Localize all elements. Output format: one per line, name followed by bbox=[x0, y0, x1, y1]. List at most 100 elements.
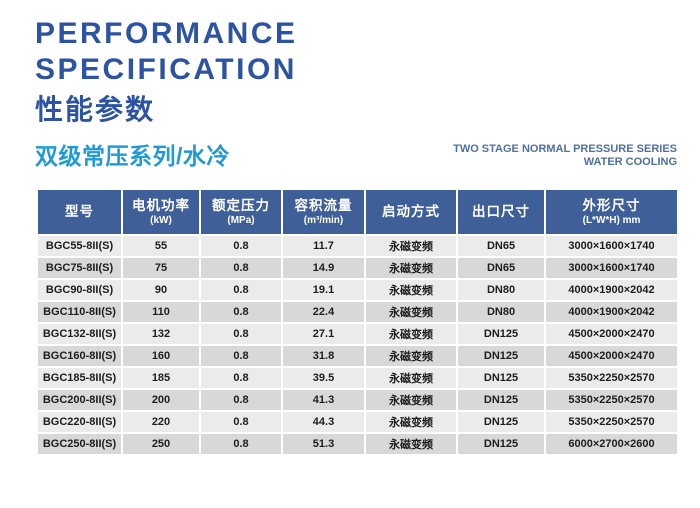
table-row: BGC90-8II(S) 90 0.8 19.1 永磁变频 DN80 4000×1900×2… bbox=[38, 279, 677, 302]
value-cell: 44.3 bbox=[282, 411, 366, 434]
model-cell: BGC220-8II(S) bbox=[38, 411, 123, 434]
page-title-zh: 性能参数 bbox=[35, 94, 156, 125]
spec-table-header-cell: 容积流量 (m³/min) bbox=[282, 190, 366, 236]
series-title-row: 双级常压系列/水冷 TWO STAGE NORMAL PRESSURE SERI… bbox=[35, 140, 677, 172]
value-cell: 永磁变频 bbox=[365, 433, 458, 456]
page-title-en-line1: PERFORMANCE bbox=[35, 17, 298, 50]
series-title-zh: 双级常压系列/水冷 bbox=[35, 143, 230, 169]
value-cell: 160 bbox=[122, 345, 201, 368]
header-label: 出口尺寸 bbox=[472, 204, 530, 219]
header-label: 外形尺寸 bbox=[582, 198, 641, 213]
spec-table-header: 型号 电机功率 (kW) 额定压力 (MPa) 容积流量 (m³/min) 启动方式 出口尺寸外… bbox=[38, 190, 677, 236]
value-cell: 3000×1600×1740 bbox=[545, 257, 677, 280]
value-cell: 永磁变频 bbox=[365, 301, 458, 324]
table-row: BGC75-8II(S) 75 0.8 14.9 永磁变频 DN65 3000×1600×1… bbox=[38, 257, 677, 280]
value-cell: DN125 bbox=[457, 433, 546, 456]
value-cell: 0.8 bbox=[200, 433, 283, 456]
spec-table-header-cell: 额定压力 (MPa) bbox=[200, 190, 283, 236]
spec-table: 型号 电机功率 (kW) 额定压力 (MPa) 容积流量 (m³/min) 启动方式 出口尺寸外… bbox=[38, 190, 677, 456]
value-cell: 22.4 bbox=[282, 301, 366, 324]
header-unit-label: (MPa) bbox=[227, 215, 255, 226]
value-cell: DN125 bbox=[457, 323, 546, 346]
header-label: 容积流量 bbox=[294, 198, 353, 213]
page-title-en: PERFORMANCE SPECIFICATION bbox=[35, 16, 298, 88]
value-cell: DN80 bbox=[457, 301, 546, 324]
value-cell: 0.8 bbox=[200, 257, 283, 280]
value-cell: 14.9 bbox=[282, 257, 366, 280]
model-cell: BGC250-8II(S) bbox=[38, 433, 123, 456]
model-cell: BGC185-8II(S) bbox=[38, 367, 123, 390]
value-cell: 41.3 bbox=[282, 389, 366, 412]
value-cell: 4000×1900×2042 bbox=[545, 301, 677, 324]
series-title-en-line2: WATER COOLING bbox=[583, 156, 677, 168]
value-cell: 3000×1600×1740 bbox=[545, 235, 677, 258]
table-row: BGC55-8II(S) 55 0.8 11.7 永磁变频 DN65 3000×1600×1… bbox=[38, 235, 677, 258]
value-cell: DN65 bbox=[457, 257, 546, 280]
table-row: BGC220-8II(S) 220 0.8 44.3 永磁变频 DN125 5350×225… bbox=[38, 411, 677, 434]
value-cell: 0.8 bbox=[200, 411, 283, 434]
value-cell: 永磁变频 bbox=[365, 411, 458, 434]
value-cell: 0.8 bbox=[200, 301, 283, 324]
model-cell: BGC200-8II(S) bbox=[38, 389, 123, 412]
value-cell: 55 bbox=[122, 235, 201, 258]
value-cell: 185 bbox=[122, 367, 201, 390]
spec-table-header-cell: 出口尺寸 bbox=[457, 190, 546, 236]
value-cell: 200 bbox=[122, 389, 201, 412]
table-row: BGC185-8II(S) 185 0.8 39.5 永磁变频 DN125 5350×225… bbox=[38, 367, 677, 390]
value-cell: DN125 bbox=[457, 345, 546, 368]
value-cell: 39.5 bbox=[282, 367, 366, 390]
value-cell: 0.8 bbox=[200, 367, 283, 390]
series-title-en-line1: TWO STAGE NORMAL PRESSURE SERIES bbox=[453, 143, 677, 155]
series-title-en: TWO STAGE NORMAL PRESSURE SERIES WATER C… bbox=[453, 143, 677, 172]
value-cell: 75 bbox=[122, 257, 201, 280]
value-cell: 永磁变频 bbox=[365, 279, 458, 302]
value-cell: 51.3 bbox=[282, 433, 366, 456]
value-cell: 永磁变频 bbox=[365, 235, 458, 258]
value-cell: 0.8 bbox=[200, 323, 283, 346]
value-cell: DN125 bbox=[457, 411, 546, 434]
model-cell: BGC75-8II(S) bbox=[38, 257, 123, 280]
spec-table-header-cell: 外形尺寸 (L*W*H) mm bbox=[545, 190, 677, 236]
value-cell: DN125 bbox=[457, 367, 546, 390]
header-label: 电机功率 bbox=[132, 198, 190, 213]
value-cell: DN80 bbox=[457, 279, 546, 302]
value-cell: 永磁变频 bbox=[365, 323, 458, 346]
header-unit-label: (m³/min) bbox=[303, 215, 344, 226]
table-row: BGC110-8II(S) 110 0.8 22.4 永磁变频 DN80 4000×1900… bbox=[38, 301, 677, 324]
table-row: BGC250-8II(S) 250 0.8 51.3 永磁变频 DN125 6000×270… bbox=[38, 433, 677, 456]
model-cell: BGC160-8II(S) bbox=[38, 345, 123, 368]
header-unit-label: (L*W*H) mm bbox=[582, 215, 641, 226]
value-cell: 0.8 bbox=[200, 279, 283, 302]
value-cell: DN65 bbox=[457, 235, 546, 258]
value-cell: 220 bbox=[122, 411, 201, 434]
spec-table-header-cell: 启动方式 bbox=[365, 190, 458, 236]
header-label: 型号 bbox=[65, 204, 94, 219]
value-cell: 4500×2000×2470 bbox=[545, 345, 677, 368]
value-cell: 27.1 bbox=[282, 323, 366, 346]
model-cell: BGC110-8II(S) bbox=[38, 301, 123, 324]
value-cell: 永磁变频 bbox=[365, 345, 458, 368]
value-cell: 0.8 bbox=[200, 345, 283, 368]
value-cell: 6000×2700×2600 bbox=[545, 433, 677, 456]
model-cell: BGC90-8II(S) bbox=[38, 279, 123, 302]
value-cell: 4000×1900×2042 bbox=[545, 279, 677, 302]
table-row: BGC160-8II(S) 160 0.8 31.8 永磁变频 DN125 4500×200… bbox=[38, 345, 677, 368]
value-cell: 5350×2250×2570 bbox=[545, 411, 677, 434]
model-cell: BGC132-8II(S) bbox=[38, 323, 123, 346]
value-cell: 31.8 bbox=[282, 345, 366, 368]
header-unit-label: (kW) bbox=[150, 215, 172, 226]
value-cell: 永磁变频 bbox=[365, 257, 458, 280]
value-cell: 4500×2000×2470 bbox=[545, 323, 677, 346]
value-cell: 250 bbox=[122, 433, 201, 456]
value-cell: 5350×2250×2570 bbox=[545, 389, 677, 412]
table-row: BGC132-8II(S) 132 0.8 27.1 永磁变频 DN125 4500×200… bbox=[38, 323, 677, 346]
header-label: 额定压力 bbox=[212, 198, 270, 213]
value-cell: 0.8 bbox=[200, 389, 283, 412]
page-title-en-line2: SPECIFICATION bbox=[35, 53, 297, 86]
spec-table-header-cell: 电机功率 (kW) bbox=[122, 190, 201, 236]
table-row: BGC200-8II(S) 200 0.8 41.3 永磁变频 DN125 5350×225… bbox=[38, 389, 677, 412]
value-cell: DN125 bbox=[457, 389, 546, 412]
value-cell: 110 bbox=[122, 301, 201, 324]
spec-table-header-cell: 型号 bbox=[38, 190, 123, 236]
value-cell: 132 bbox=[122, 323, 201, 346]
